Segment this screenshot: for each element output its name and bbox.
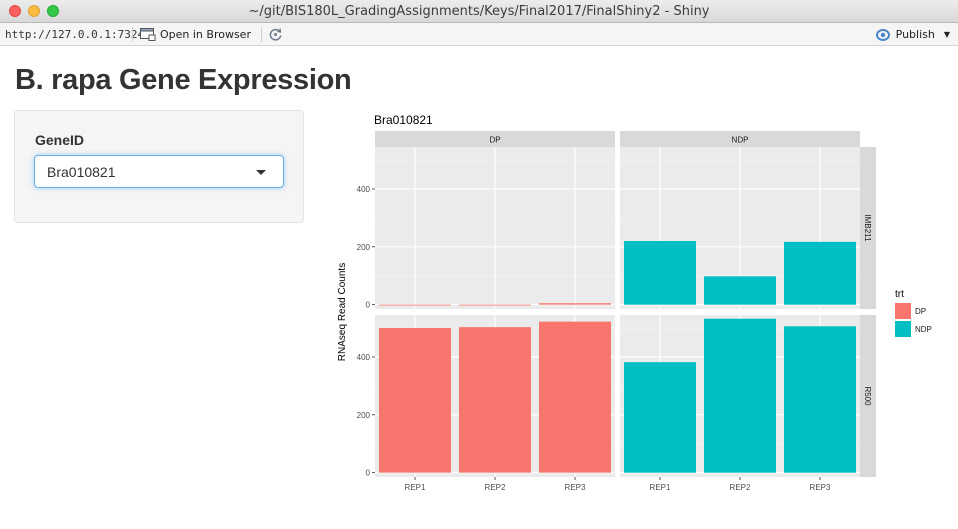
x-tick-label: REP2 [485,483,506,492]
chevron-down-icon[interactable] [256,170,266,175]
bar [539,303,611,305]
row-facet-strip [860,315,876,477]
browser-window-icon [140,28,156,41]
bar [379,304,451,306]
window-title: ~/git/BIS180L_GradingAssignments/Keys/Fi… [248,4,710,19]
bar [539,321,611,473]
gene-id-label: GeneID [35,132,85,148]
sidebar-panel: GeneID Bra010821 [14,110,304,223]
bar [379,328,451,473]
x-tick-label: REP1 [405,483,426,492]
legend-key [895,303,911,319]
url-address[interactable]: http://127.0.0.1:7324 [5,28,145,41]
column-facet-label: DP [489,136,500,145]
toolbar-divider [261,27,262,42]
bar [459,304,531,306]
bar [704,276,776,305]
chevron-down-icon[interactable]: ▼ [943,30,950,39]
y-tick-label: 400 [357,353,371,362]
y-tick-label: 400 [357,185,371,194]
chart-title: Bra010821 [374,113,433,127]
zoom-window-button[interactable] [47,5,59,17]
y-tick-label: 200 [357,411,371,420]
open-in-browser-label: Open in Browser [160,28,251,41]
bar [784,241,856,305]
minimize-window-button[interactable] [28,5,40,17]
row-facet-strip [860,147,876,309]
publish-label: Publish [895,28,935,41]
bar [704,318,776,473]
gene-id-select[interactable]: Bra010821 [34,155,284,188]
window-titlebar: ~/git/BIS180L_GradingAssignments/Keys/Fi… [0,0,958,23]
column-facet-strip [620,131,860,147]
toolbar-divider [132,27,133,42]
gene-id-selected-value: Bra010821 [47,164,116,180]
legend-label: NDP [915,325,932,334]
close-window-button[interactable] [9,5,21,17]
bar [784,326,856,473]
y-tick-label: 0 [366,469,371,478]
bar [624,362,696,473]
y-axis-title: RNAseq Read Counts [337,263,348,361]
row-facet-label: R500 [863,386,872,406]
x-tick-label: REP1 [650,483,671,492]
x-tick-label: REP2 [730,483,751,492]
page-title: B. rapa Gene Expression [15,64,352,96]
y-tick-label: 0 [366,301,371,310]
publish-icon [875,28,890,41]
bar [459,327,531,473]
y-tick-label: 200 [357,243,371,252]
legend-key [895,321,911,337]
gene-expression-chart: Bra010821 DP NDP IMB211 R500 0 200 400 0 200 400 RE… [337,113,932,492]
row-facet-label: IMB211 [863,215,872,243]
open-in-browser-button[interactable]: Open in Browser [140,26,251,43]
x-tick-label: REP3 [565,483,586,492]
refresh-icon[interactable] [268,27,283,42]
column-facet-strip [375,131,615,147]
column-facet-label: NDP [732,136,749,145]
bar [624,241,696,305]
publish-button[interactable]: Publish ▼ [875,26,950,43]
x-tick-label: REP3 [810,483,831,492]
legend-title: trt [895,289,904,300]
legend-label: DP [915,307,926,316]
viewer-toolbar: http://127.0.0.1:7324 Open in Browser Pu… [0,23,958,46]
